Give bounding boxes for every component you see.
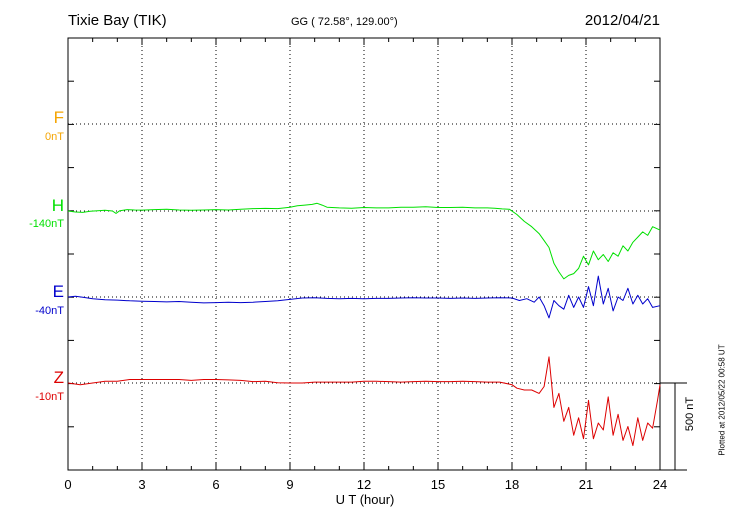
- x-tick-label: 18: [504, 477, 520, 492]
- x-tick-label: 0: [64, 477, 72, 492]
- channel-h-name: H: [51, 196, 64, 215]
- x-tick-label: 3: [138, 477, 146, 492]
- channel-z-name: Z: [53, 368, 64, 387]
- x-tick-label: 24: [652, 477, 668, 492]
- scale-bar-label: 500 nT: [684, 396, 696, 432]
- series-line-e: [67, 275, 661, 319]
- x-tick-label: 21: [578, 477, 594, 492]
- channel-z-offset: -10nT: [35, 391, 64, 403]
- scale-bar: [660, 382, 687, 471]
- x-tick-label: 6: [212, 477, 220, 492]
- x-tick-label: 12: [356, 477, 372, 492]
- x-tick-label: 9: [286, 477, 294, 492]
- channel-e-offset: -40nT: [35, 305, 64, 317]
- plot-grid: [68, 38, 660, 470]
- plot-date: 2012/04/21: [584, 12, 660, 29]
- channel-h-offset: -140nT: [29, 218, 64, 230]
- x-tick-label: 15: [430, 477, 446, 492]
- series-lines: [67, 202, 661, 447]
- series-line-h: [67, 202, 661, 280]
- channel-f-offset: 0nT: [45, 131, 64, 143]
- plotted-timestamp-note: Plotted at 2012/05/22 00:58 UT: [717, 344, 727, 456]
- channel-e-name: E: [52, 282, 64, 301]
- channel-f-name: F: [53, 108, 64, 127]
- x-axis-label: U T (hour): [335, 492, 395, 507]
- series-line-z: [67, 356, 661, 447]
- station-coordinates: GG ( 72.58°, 129.00°): [291, 16, 398, 28]
- station-title: Tixie Bay (TIK): [68, 12, 167, 29]
